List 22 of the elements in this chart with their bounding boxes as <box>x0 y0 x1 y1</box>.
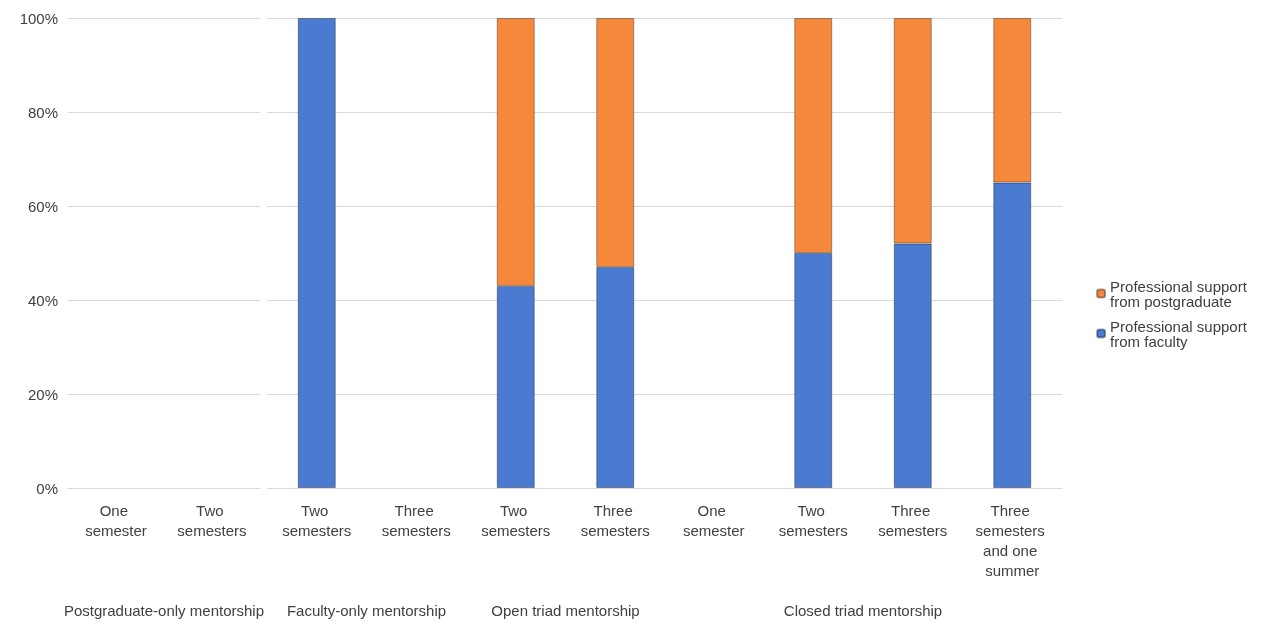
y-tick-label: 40% <box>27 291 58 309</box>
x-tick-label: One semester <box>683 501 745 539</box>
y-tick-label: 80% <box>27 103 58 121</box>
y-tick-label: 60% <box>27 197 58 215</box>
x-tick-label: Two semesters <box>177 501 247 539</box>
x-tick-label: Three semesters <box>381 501 451 539</box>
y-tick-label: 20% <box>27 385 58 403</box>
x-tick-label: Two semesters <box>779 501 849 539</box>
x-tick-label: Three semesters and one summer <box>975 501 1050 579</box>
legend-label: Professional support from faculty <box>1110 317 1252 350</box>
x-tick-label: Two semesters <box>480 501 550 539</box>
x-axis-title: Faculty-only mentorship <box>286 601 446 619</box>
x-tick-label: Two semesters <box>281 501 352 539</box>
x-axis-title: Closed triad mentorship <box>784 601 943 619</box>
x-axis-title: Open triad mentorship <box>490 601 640 619</box>
legend-label: Professional support from postgraduate <box>1110 277 1252 310</box>
y-tick-label: 100% <box>19 9 58 27</box>
x-tick-label: Three semesters <box>580 501 650 539</box>
x-tick-label: One semester <box>85 501 147 539</box>
x-tick-label: Three semesters <box>878 501 948 539</box>
y-tick-label: 0% <box>36 479 58 497</box>
x-axis-title: Postgraduate-only mentorship <box>63 601 265 619</box>
